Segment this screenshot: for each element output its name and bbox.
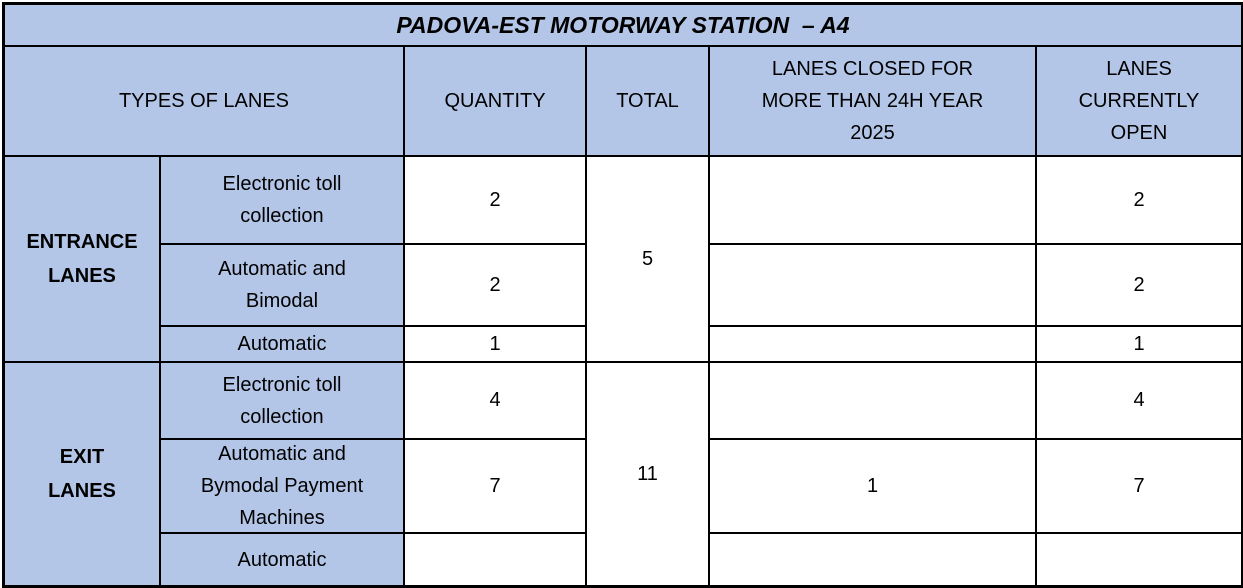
lanes-closed-cell — [710, 363, 1035, 438]
lane-type-label: Automatic and Bimodal — [218, 258, 346, 312]
lanes-open-cell: 2 — [1037, 245, 1241, 325]
lanes-open-cell — [1037, 534, 1241, 585]
col-header-quantity: QUANTITY — [405, 47, 585, 155]
col-header-types-of-lanes: TYPES OF LANES — [5, 47, 403, 155]
total-cell-exit: 11 — [587, 363, 708, 585]
lane-type-label: Electronic toll collection — [222, 173, 342, 227]
col-header-lanes-open: LANES CURRENTLY OPEN — [1037, 47, 1241, 155]
lane-type-cell: Automatic and Bimodal — [161, 245, 403, 325]
col-header-total: TOTAL — [587, 47, 708, 155]
col-header-lanes-closed: LANES CLOSED FOR MORE THAN 24H YEAR 2025 — [710, 47, 1035, 155]
lane-type-cell: Automatic — [161, 534, 403, 585]
lanes-closed-cell — [710, 157, 1035, 243]
total-cell-entrance: 5 — [587, 157, 708, 361]
quantity-cell — [405, 534, 585, 585]
section-label-entrance: ENTRANCE LANES — [5, 157, 159, 361]
lanes-closed-cell: 1 — [710, 440, 1035, 532]
table-title: PADOVA-EST MOTORWAY STATION – A4 — [5, 5, 1241, 45]
quantity-cell: 1 — [405, 327, 585, 361]
lanes-open-cell: 2 — [1037, 157, 1241, 243]
lanes-open-cell: 1 — [1037, 327, 1241, 361]
lane-type-label: Electronic toll collection — [222, 373, 342, 428]
section-label-exit: EXIT LANES — [5, 363, 159, 585]
quantity-cell: 2 — [405, 245, 585, 325]
col-header-lanes-open-label: LANES CURRENTLY OPEN — [1078, 58, 1200, 144]
lane-type-cell: Automatic — [161, 327, 403, 361]
lane-type-cell: Electronic toll collection — [161, 363, 403, 438]
lane-type-label: Automatic — [237, 548, 327, 571]
lanes-open-cell: 7 — [1037, 440, 1241, 532]
lanes-open-cell: 4 — [1037, 363, 1241, 438]
lanes-closed-cell — [710, 327, 1035, 361]
lane-type-cell: Electronic toll collection — [161, 157, 403, 243]
lane-type-label: Automatic and Bymodal Payment Machines — [200, 443, 364, 529]
quantity-cell: 4 — [405, 363, 585, 438]
lanes-closed-cell — [710, 245, 1035, 325]
quantity-cell: 2 — [405, 157, 585, 243]
lane-type-cell: Automatic and Bymodal Payment Machines — [161, 440, 403, 532]
quantity-cell: 7 — [405, 440, 585, 532]
lane-type-label: Automatic — [237, 333, 327, 355]
lanes-closed-cell — [710, 534, 1035, 585]
col-header-lanes-closed-label: LANES CLOSED FOR MORE THAN 24H YEAR 2025 — [761, 58, 984, 144]
